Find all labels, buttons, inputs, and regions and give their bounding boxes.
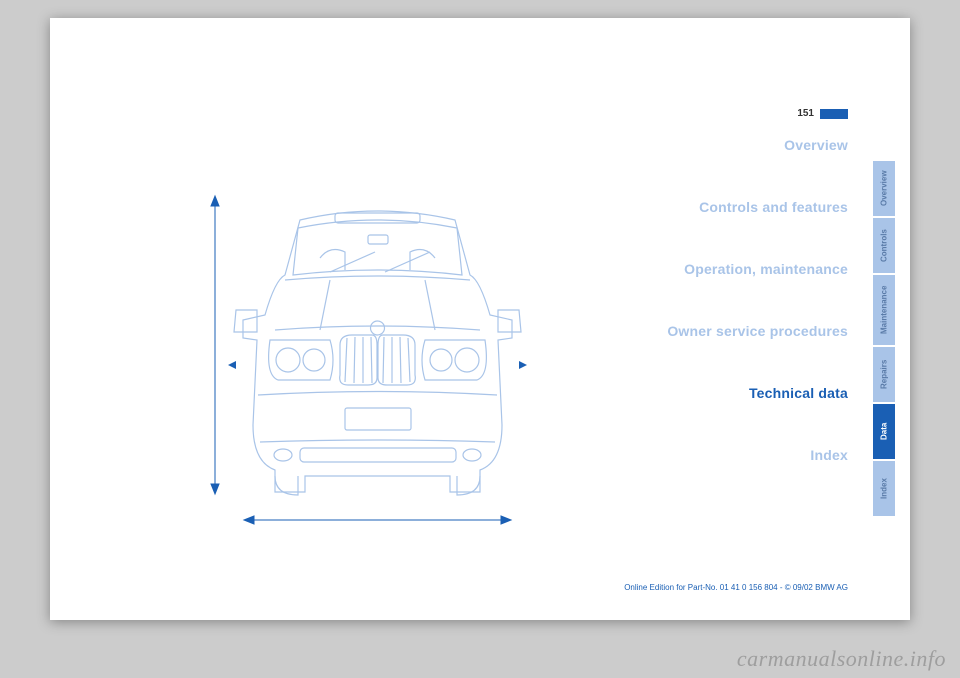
side-tab-overview[interactable]: Overview <box>873 161 895 216</box>
side-tab-maintenance[interactable]: Maintenance <box>873 275 895 345</box>
car-illustration <box>180 180 540 540</box>
toc-item-index[interactable]: Index <box>608 447 848 463</box>
toc-item-technical-data[interactable]: Technical data <box>608 385 848 401</box>
toc-item-operation[interactable]: Operation, maintenance <box>608 261 848 277</box>
side-tab-controls[interactable]: Controls <box>873 218 895 273</box>
page-number-wrap: 151 <box>797 108 848 119</box>
table-of-contents: Overview Controls and features Operation… <box>608 137 848 509</box>
toc-item-controls[interactable]: Controls and features <box>608 199 848 215</box>
page-number-accent-box <box>820 109 848 119</box>
page-number: 151 <box>797 108 814 119</box>
side-tab-repairs[interactable]: Repairs <box>873 347 895 402</box>
watermark: carmanualsonline.info <box>737 646 946 672</box>
side-tabs: Overview Controls Maintenance Repairs Da… <box>873 161 895 516</box>
footer-copyright: Online Edition for Part-No. 01 41 0 156 … <box>624 583 848 592</box>
manual-page: 151 <box>50 18 910 620</box>
side-tab-data[interactable]: Data <box>873 404 895 459</box>
toc-item-owner-service[interactable]: Owner service procedures <box>608 323 848 339</box>
side-tab-index[interactable]: Index <box>873 461 895 516</box>
toc-item-overview[interactable]: Overview <box>608 137 848 153</box>
